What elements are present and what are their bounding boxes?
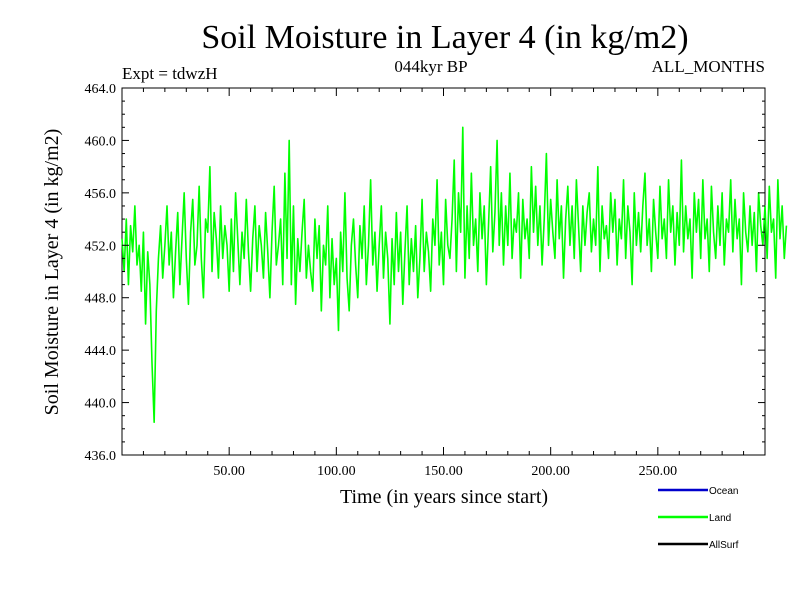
ytick-labels: 436.0 440.0 444.0 448.0 452.0 456.0 460.0 464.0 xyxy=(85,82,117,464)
y-tick-label: 464.0 xyxy=(85,82,117,97)
y-tick-label: 444.0 xyxy=(85,344,117,359)
x-tick-label: 250.00 xyxy=(639,464,678,479)
legend-label-ocean: Ocean xyxy=(709,486,738,497)
y-axis-label: Soil Moisture in Layer 4 (in kg/m2) xyxy=(41,129,63,416)
series-line-land xyxy=(121,126,788,424)
x-tick-label: 50.00 xyxy=(213,464,245,479)
period-label: ALL_MONTHS xyxy=(652,57,765,76)
legend-label-land: Land xyxy=(709,513,731,524)
x-axis-label: Time (in years since start) xyxy=(340,486,548,508)
y-tick-label: 460.0 xyxy=(85,134,117,149)
legend-label-allsurf: AllSurf xyxy=(709,540,739,551)
xtick-labels: 50.00 100.00 150.00 200.00 250.00 xyxy=(213,464,677,479)
y-tick-label: 456.0 xyxy=(85,187,117,202)
y-tick-label: 448.0 xyxy=(85,292,117,307)
x-tick-label: 150.00 xyxy=(424,464,463,479)
x-tick-label: 100.00 xyxy=(317,464,356,479)
y-tick-label: 452.0 xyxy=(85,239,117,254)
x-tick-label: 200.00 xyxy=(531,464,570,479)
y-tick-label: 436.0 xyxy=(85,449,117,464)
y-tick-label: 440.0 xyxy=(85,397,117,412)
chart-subtitle: 044kyr BP xyxy=(394,57,467,76)
chart-title: Soil Moisture in Layer 4 (in kg/m2) xyxy=(201,19,688,56)
series-layer xyxy=(121,126,788,424)
legend: Ocean Land AllSurf xyxy=(658,486,739,551)
experiment-label: Expt = tdwzH xyxy=(122,64,218,83)
ticks-layer xyxy=(121,87,766,456)
